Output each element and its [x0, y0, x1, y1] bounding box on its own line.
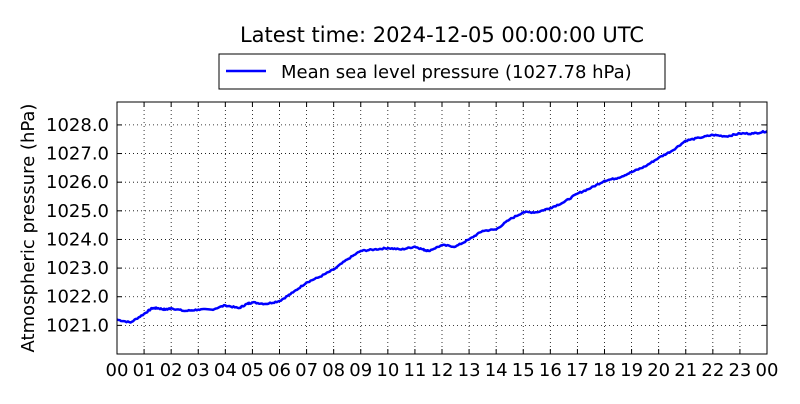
legend-entry: Mean sea level pressure (1027.78 hPa) — [281, 62, 632, 83]
series-line-mean-sea-level-pressure — [116, 129, 768, 324]
x-tick-label: 00 — [106, 360, 129, 381]
x-tick-label: 03 — [187, 360, 210, 381]
x-tick-label: 02 — [160, 360, 183, 381]
y-axis-label: Atmospheric pressure (hPa) — [18, 104, 39, 353]
y-axis: 1021.0 1022.0 1023.0 1024.0 1025.0 1026.0 1027… — [46, 115, 767, 336]
y-tick-label: 1023.0 — [46, 258, 109, 279]
x-tick-label: 06 — [268, 360, 291, 381]
x-tick-label: 05 — [241, 360, 264, 381]
x-axis: 00 01 02 03 04 05 06 07 08 09 10 11 12 13 14 15 16 17 18 19… — [106, 102, 779, 381]
y-tick-label: 1021.0 — [46, 315, 109, 336]
y-tick-label: 1024.0 — [46, 229, 109, 250]
plot-frame — [116, 101, 768, 355]
x-tick-label: 07 — [295, 360, 318, 381]
x-tick-label: 10 — [376, 360, 399, 381]
x-tick-label: 23 — [728, 360, 751, 381]
x-tick-label: 00 — [756, 360, 779, 381]
legend: Mean sea level pressure (1027.78 hPa) — [218, 53, 666, 90]
y-tick-label: 1026.0 — [46, 172, 109, 193]
y-tick-label: 1022.0 — [46, 287, 109, 308]
x-tick-label: 12 — [431, 360, 454, 381]
x-tick-label: 22 — [701, 360, 724, 381]
x-tick-label: 20 — [647, 360, 670, 381]
x-tick-label: 18 — [593, 360, 616, 381]
legend-frame — [218, 53, 666, 90]
x-tick-label: 15 — [512, 360, 535, 381]
x-tick-label: 13 — [458, 360, 481, 381]
x-tick-label: 16 — [539, 360, 562, 381]
x-tick-label: 17 — [566, 360, 589, 381]
x-tick-label: 04 — [214, 360, 237, 381]
x-tick-label: 19 — [620, 360, 643, 381]
chart-title: Latest time: 2024-12-05 00:00:00 UTC — [240, 23, 644, 47]
x-tick-label: 08 — [322, 360, 345, 381]
y-tick-label: 1027.0 — [46, 144, 109, 165]
series-layer — [116, 129, 768, 324]
y-tick-label: 1028.0 — [46, 115, 109, 136]
x-tick-label: 14 — [485, 360, 508, 381]
x-tick-label: 01 — [133, 360, 156, 381]
x-tick-label: 11 — [403, 360, 426, 381]
x-tick-label: 21 — [674, 360, 697, 381]
y-tick-label: 1025.0 — [46, 201, 109, 222]
x-tick-label: 09 — [349, 360, 372, 381]
grid-lines — [117, 102, 767, 354]
